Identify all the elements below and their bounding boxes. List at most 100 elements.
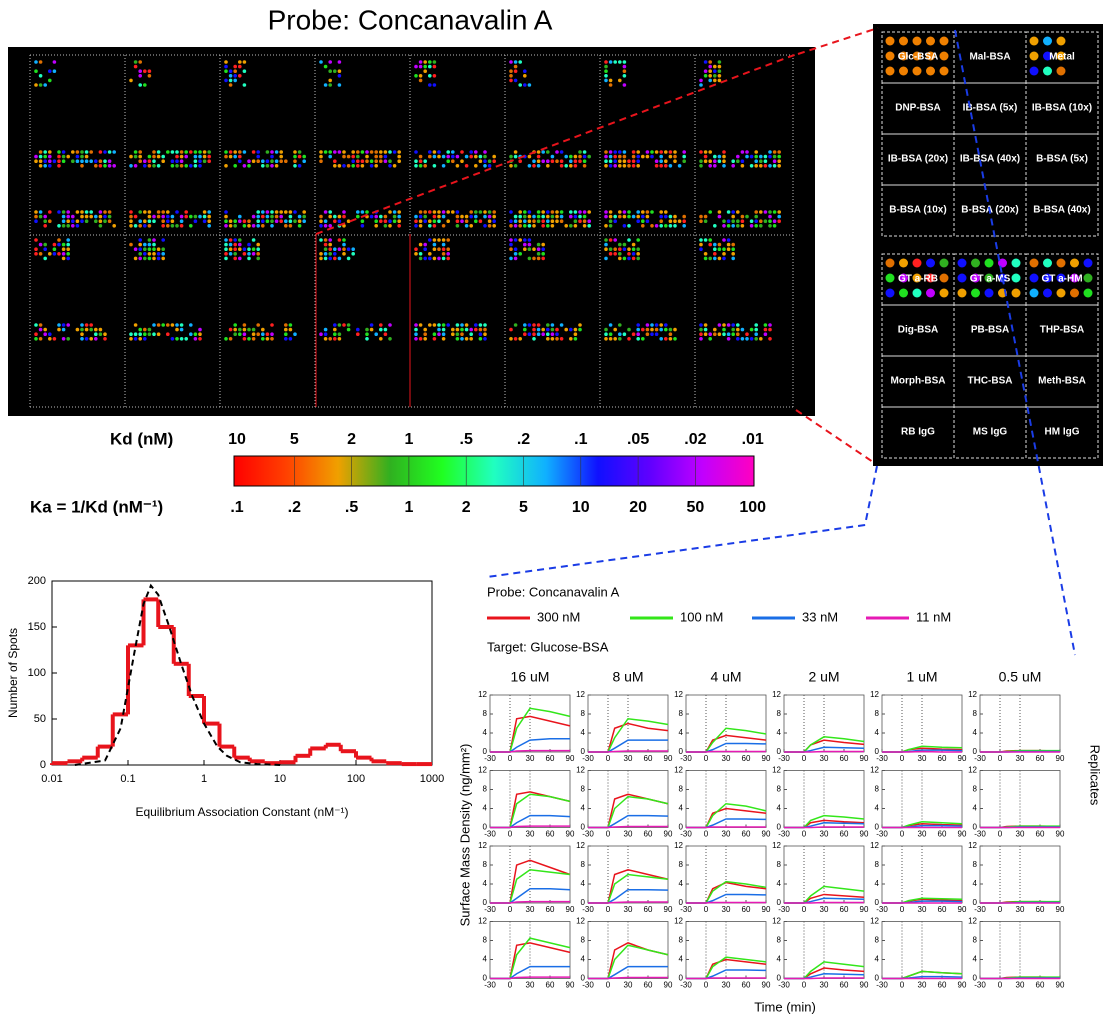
array-spot (613, 247, 617, 251)
inset-spot (940, 52, 949, 61)
array-spot (62, 150, 66, 154)
array-spot (284, 210, 288, 214)
array-spot (456, 332, 460, 336)
x-tick-label: -30 (680, 754, 692, 763)
x-tick-label: 30 (624, 905, 633, 914)
array-spot (384, 215, 388, 219)
array-spot (428, 155, 432, 159)
array-spot (279, 210, 283, 214)
array-spot (474, 210, 478, 214)
array-spot (388, 150, 392, 154)
x-tick-label: 30 (1016, 981, 1025, 990)
inset-spot (1057, 289, 1066, 298)
array-spot (397, 219, 401, 223)
array-spot (618, 257, 622, 261)
array-spot (518, 215, 522, 219)
array-spot (328, 155, 332, 159)
array-spot (333, 219, 337, 223)
array-spot (388, 159, 392, 163)
inset-spot (886, 289, 895, 298)
array-spot (333, 337, 337, 341)
x-tick-label: 90 (958, 830, 967, 839)
array-spot (669, 328, 673, 332)
array-spot (243, 164, 247, 168)
y-tick-label: 4 (581, 879, 586, 888)
array-spot (76, 219, 80, 223)
array-spot (509, 219, 513, 223)
array-spot (682, 155, 686, 159)
array-spot (233, 247, 237, 251)
array-spot (718, 243, 722, 247)
y-tick-label: 12 (478, 690, 487, 699)
x-tick-label: 0 (900, 754, 905, 763)
array-spot (546, 219, 550, 223)
array-spot (736, 219, 740, 223)
array-spot (34, 155, 38, 159)
array-spot (224, 224, 228, 228)
array-spot (198, 328, 202, 332)
array-spot (537, 257, 541, 261)
array-spot (509, 243, 513, 247)
array-spot (48, 159, 52, 163)
figure: Probe: Concanavalin A Glc-BSAMal-BSAMeta… (0, 0, 1108, 1017)
array-spot (759, 155, 763, 159)
array-spot (768, 224, 772, 228)
array-spot (704, 332, 708, 336)
array-spot (261, 224, 265, 228)
array-spot (659, 323, 663, 327)
array-spot (148, 215, 152, 219)
array-spot (659, 224, 663, 228)
y-tick-label: 12 (772, 917, 781, 926)
array-spot (713, 243, 717, 247)
array-spot (338, 238, 342, 242)
array-spot (384, 224, 388, 228)
inset-spot (886, 52, 895, 61)
array-spot (546, 323, 550, 327)
array-spot (414, 65, 418, 69)
array-spot (699, 83, 703, 87)
array-spot (474, 219, 478, 223)
array-spot (356, 159, 360, 163)
array-spot (722, 323, 726, 327)
array-spot (361, 219, 365, 223)
array-spot (203, 159, 207, 163)
array-spot (483, 215, 487, 219)
array-spot (669, 332, 673, 336)
array-spot (233, 224, 237, 228)
array-spot (99, 164, 103, 168)
array-spot (194, 219, 198, 223)
array-spot (62, 323, 66, 327)
array-spot (62, 247, 66, 251)
array-spot (523, 243, 527, 247)
array-spot (157, 257, 161, 261)
array-spot (428, 65, 432, 69)
array-spot (138, 238, 142, 242)
y-tick-label: 8 (581, 936, 586, 945)
ka-label: 20 (629, 499, 647, 516)
array-spot (171, 159, 175, 163)
array-spot (442, 257, 446, 261)
x-tick-label: 90 (958, 981, 967, 990)
array-spot (623, 83, 627, 87)
array-spot (99, 210, 103, 214)
array-spot (62, 219, 66, 223)
array-spot (523, 328, 527, 332)
array-spot (699, 215, 703, 219)
array-spot (555, 150, 559, 154)
array-spot (419, 79, 423, 83)
array-spot (741, 219, 745, 223)
array-spot (338, 215, 342, 219)
array-spot (560, 210, 564, 214)
array-spot (302, 159, 306, 163)
array-spot (546, 337, 550, 341)
y-tick-label: 8 (581, 860, 586, 869)
array-spot (342, 238, 346, 242)
ka-label: 2 (462, 499, 471, 516)
array-spot (43, 215, 47, 219)
array-spot (532, 224, 536, 228)
array-spot (708, 257, 712, 261)
array-spot (465, 219, 469, 223)
array-spot (664, 224, 668, 228)
kd-label: .02 (684, 431, 706, 448)
array-spot (673, 224, 677, 228)
